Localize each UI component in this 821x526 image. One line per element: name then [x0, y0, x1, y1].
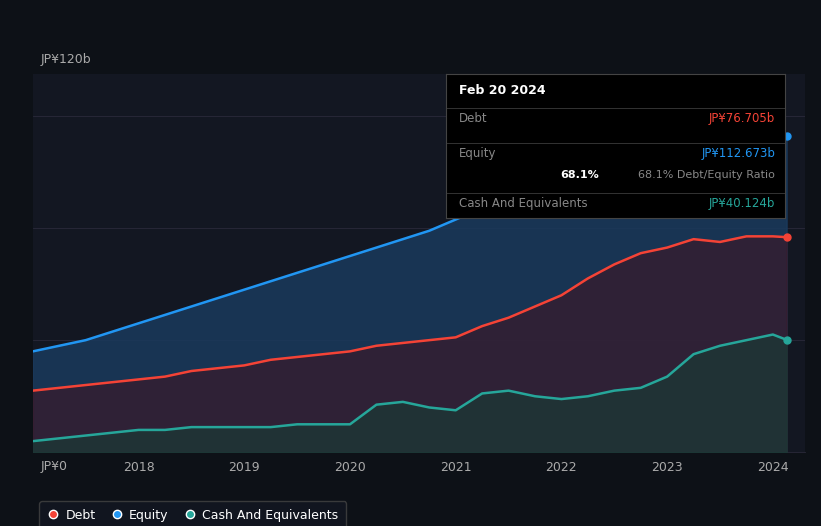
Legend: Debt, Equity, Cash And Equivalents: Debt, Equity, Cash And Equivalents [39, 501, 346, 526]
Text: Cash And Equivalents: Cash And Equivalents [459, 197, 588, 210]
Text: Feb 20 2024: Feb 20 2024 [459, 84, 546, 97]
Text: Debt: Debt [459, 113, 488, 126]
Text: Equity: Equity [459, 147, 497, 160]
Text: JP¥112.673b: JP¥112.673b [701, 147, 775, 160]
Text: JP¥76.705b: JP¥76.705b [709, 113, 775, 126]
Text: 68.1%: 68.1% [560, 170, 599, 180]
Text: JP¥0: JP¥0 [40, 460, 67, 473]
Text: 68.1% Debt/Equity Ratio: 68.1% Debt/Equity Ratio [638, 170, 775, 180]
Text: JP¥120b: JP¥120b [40, 53, 91, 66]
Text: JP¥40.124b: JP¥40.124b [709, 197, 775, 210]
